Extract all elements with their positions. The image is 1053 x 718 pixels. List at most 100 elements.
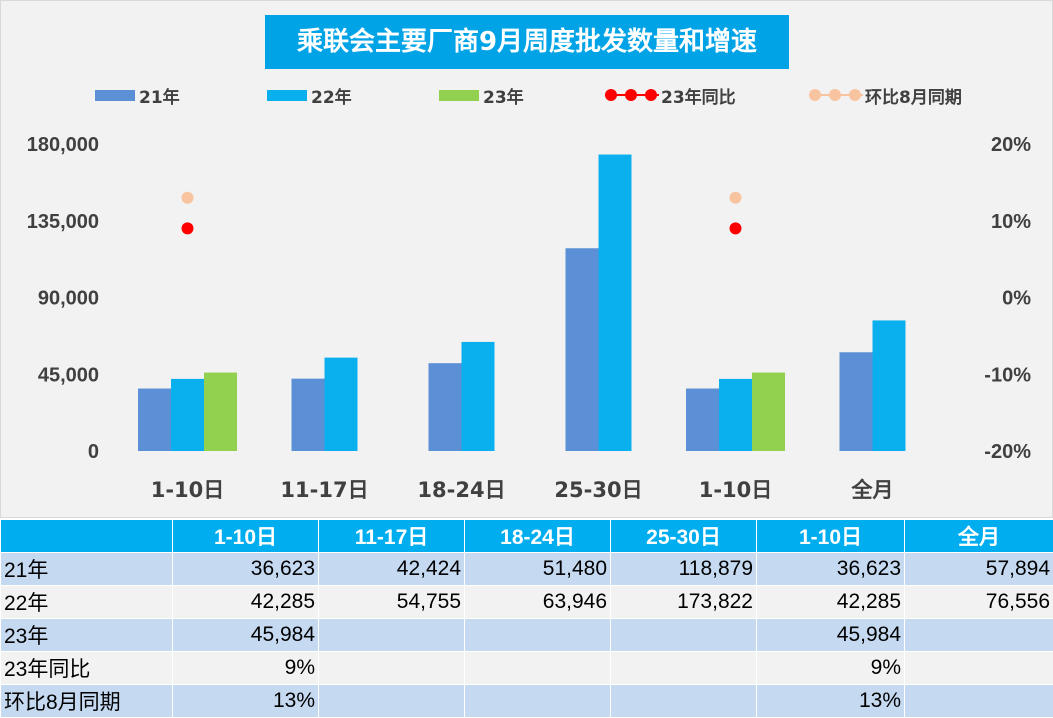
table-cell <box>904 651 1053 685</box>
table-cell <box>464 651 611 685</box>
table-cell: 9% <box>756 651 905 685</box>
table-cell: 57,894 <box>904 552 1053 586</box>
y-right-tick-label: 20% <box>991 134 1031 156</box>
bar-22年 <box>171 378 204 451</box>
table-cell <box>318 651 465 685</box>
data-table: 1-10日 11-17日 18-24日 25-30日 1-10日 全月 21年 … <box>0 519 1053 718</box>
table-cell: 36,623 <box>756 552 905 586</box>
table-cell: 76,556 <box>904 585 1053 619</box>
bar-21年 <box>565 248 599 451</box>
bar-21年 <box>839 352 873 451</box>
table-header-cell: 11-17日 <box>318 519 465 553</box>
point-环比8月同期 <box>729 191 742 204</box>
row-label: 21年 <box>0 552 173 586</box>
x-tick-label: 25-30日 <box>554 478 642 502</box>
legend-item-22: 22年 <box>267 83 352 108</box>
table-cell: 45,984 <box>756 618 905 652</box>
y-left-tick-label: 45,000 <box>38 364 99 386</box>
legend-label-21: 21年 <box>139 87 180 108</box>
x-tick-label: 11-17日 <box>280 478 368 502</box>
table-cell <box>464 684 611 718</box>
table-cell <box>464 618 611 652</box>
x-tick-label: 1-10日 <box>699 478 773 502</box>
table-header-cell: 1-10日 <box>756 519 905 553</box>
legend-label-22: 22年 <box>311 87 352 108</box>
bar-22年 <box>719 378 752 451</box>
x-tick-label: 1-10日 <box>151 478 225 502</box>
bar-21年 <box>291 378 325 451</box>
legend-marker-mom <box>809 88 863 102</box>
table-cell: 42,285 <box>756 585 905 619</box>
point-环比8月同期 <box>181 191 194 204</box>
bar-21年 <box>428 363 462 451</box>
table-cell: 63,946 <box>464 585 611 619</box>
legend-item-21: 21年 <box>95 83 180 108</box>
table-cell: 9% <box>172 651 319 685</box>
legend-item-mom: 环比8月同期 <box>809 83 962 108</box>
bar-22年 <box>324 357 358 451</box>
table-header-cell: 1-10日 <box>172 519 319 553</box>
bar-23年 <box>752 372 785 451</box>
table-cell: 42,285 <box>172 585 319 619</box>
row-label: 22年 <box>0 585 173 619</box>
y-left-tick-label: 135,000 <box>27 211 99 233</box>
table-row: 22年 42,285 54,755 63,946 173,822 42,285 … <box>0 585 1053 619</box>
legend-label-23: 23年 <box>483 87 524 108</box>
point-23年同比 <box>181 222 194 235</box>
table-cell <box>904 684 1053 718</box>
bar-21年 <box>138 388 171 451</box>
bar-23年 <box>204 372 237 451</box>
legend-label-mom: 环比8月同期 <box>865 87 962 108</box>
bar-22年 <box>872 320 906 451</box>
chart-canvas: 0 45,000 90,000 135,000 180,000 -20% -10% 0% 10%… <box>27 134 1032 502</box>
table-row: 21年 36,623 42,424 51,480 118,879 36,623 … <box>0 552 1053 586</box>
chart-title: 乘联会主要厂商9月周度批发数量和增速 <box>265 15 789 69</box>
table-cell: 45,984 <box>172 618 319 652</box>
row-label: 23年同比 <box>0 651 173 685</box>
table-cell: 54,755 <box>318 585 465 619</box>
table-row: 23年同比 9% 9% <box>0 651 1053 685</box>
row-label: 环比8月同期 <box>0 684 173 718</box>
row-label: 23年 <box>0 618 173 652</box>
table-row: 23年 45,984 45,984 <box>0 618 1053 652</box>
table-header-cell <box>0 519 173 553</box>
legend-swatch-23 <box>439 89 479 101</box>
y-left-tick-label: 90,000 <box>38 288 99 310</box>
y-right-tick-label: 10% <box>991 211 1031 233</box>
table-cell: 36,623 <box>172 552 319 586</box>
table-header-cell: 25-30日 <box>610 519 757 553</box>
table-header-row: 1-10日 11-17日 18-24日 25-30日 1-10日 全月 <box>0 519 1053 553</box>
table-row: 环比8月同期 13% 13% <box>0 684 1053 718</box>
table-cell: 51,480 <box>464 552 611 586</box>
point-23年同比 <box>729 222 742 235</box>
table-header-cell: 全月 <box>904 519 1053 553</box>
table-cell <box>318 684 465 718</box>
table-header-cell: 18-24日 <box>464 519 611 553</box>
y-right-tick-label: -20% <box>984 441 1031 463</box>
bar-22年 <box>598 154 632 451</box>
table-cell <box>610 684 757 718</box>
y-right-tick-label: 0% <box>1002 288 1031 310</box>
chart-area: 0 45,000 90,000 135,000 180,000 -20% -10% 0% 10%… <box>0 0 1053 518</box>
table-cell: 13% <box>756 684 905 718</box>
table-cell: 118,879 <box>610 552 757 586</box>
table-cell: 42,424 <box>318 552 465 586</box>
table-cell <box>610 651 757 685</box>
table-cell <box>904 618 1053 652</box>
x-tick-label: 全月 <box>851 478 894 502</box>
legend-item-23: 23年 <box>439 83 524 108</box>
legend-swatch-21 <box>95 89 135 101</box>
bar-21年 <box>686 388 719 451</box>
x-tick-label: 18-24日 <box>417 478 505 502</box>
legend-item-23-yoy: 23年同比 <box>605 83 736 108</box>
y-left-tick-label: 0 <box>88 441 99 463</box>
y-left-tick-label: 180,000 <box>27 134 99 156</box>
table-cell: 173,822 <box>610 585 757 619</box>
legend-swatch-22 <box>267 89 307 101</box>
table-cell <box>610 618 757 652</box>
table-cell <box>318 618 465 652</box>
table-cell: 13% <box>172 684 319 718</box>
legend-label-23-yoy: 23年同比 <box>661 87 736 108</box>
y-right-tick-label: -10% <box>984 364 1031 386</box>
